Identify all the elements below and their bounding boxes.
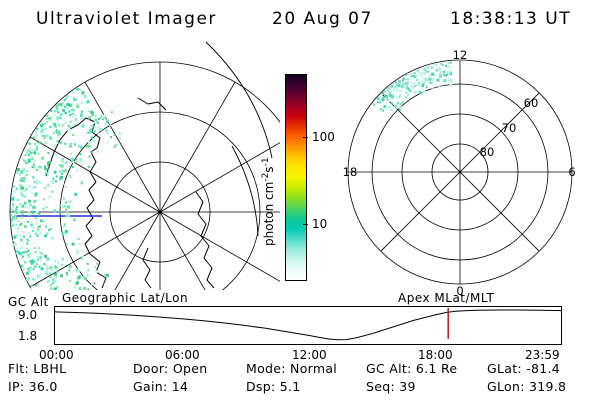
apex-plot-caption: Apex MLat/MLT [398,291,495,305]
geo-grid [9,61,280,290]
unit-exp1: -2 [261,172,271,182]
mlat-label-80: 80 [480,145,495,159]
unit-exp2: -1 [261,157,271,167]
xtick-0600: 06:00 [165,348,200,362]
xtick-1800: 18:00 [418,348,453,362]
date-label: 20 Aug 07 [272,9,373,29]
unit-mid: s [262,166,276,173]
gc-alt-plot [54,306,562,345]
alt-ytick-bottom: 1.8 [18,329,38,343]
status-seq: Seq: 39 [366,379,416,394]
colorbar-gradient [285,74,307,281]
status-door: Door: Open [133,361,208,376]
alt-plot-frame [54,306,562,345]
status-flt: Flt: LBHL [8,361,67,376]
colorbar-tick-lower: 10 [312,217,328,231]
unit-prefix: photon cm [262,181,276,246]
colorbar-tick-upper: 100 [312,130,335,144]
app-title: Ultraviolet Imager [36,9,217,29]
mlt-label-18: 18 [343,165,358,179]
xtick-0000: 00:00 [39,348,74,362]
terminator-arcs [205,41,273,237]
colorbar-unit-label: photon cm-2s-1 [261,96,276,246]
antarctica-coastline [45,97,215,289]
alt-curve [54,309,562,341]
mlat-label-70: 70 [502,121,517,135]
status-mode: Mode: Normal [246,361,338,376]
alt-axis-title: GC Alt [8,295,49,309]
geographic-map [9,41,280,290]
mlt-label-12: 12 [453,48,468,62]
alt-ytick-top: 9.0 [18,308,38,322]
time-label: 18:38:13 UT [450,9,572,29]
emission-speckles-apex [372,61,454,116]
xtick-2359: 23:59 [525,348,560,362]
status-glon: GLon: 319.8 [487,379,567,394]
status-gc-alt: GC Alt: 6.1 Re [366,361,458,376]
mlt-label-6: 6 [568,165,575,179]
status-glat: GLat: -81.4 [487,361,561,376]
emission-speckles-geo [10,88,122,290]
mlt-label-0: 0 [456,284,463,298]
status-gain: Gain: 14 [133,379,189,394]
mlat-label-60: 60 [524,96,539,110]
status-ip: IP: 36.0 [8,379,58,394]
colorbar-tick-lower-mark [303,224,308,225]
status-dsp: Dsp: 5.1 [246,379,301,394]
xtick-1200: 12:00 [292,348,327,362]
apex-grid [347,59,573,285]
colorbar-tick-upper-mark [303,137,308,138]
apex-polar-plot: 12 0 18 6 60 70 80 [343,48,576,298]
geo-map-caption: Geographic Lat/Lon [62,291,189,305]
